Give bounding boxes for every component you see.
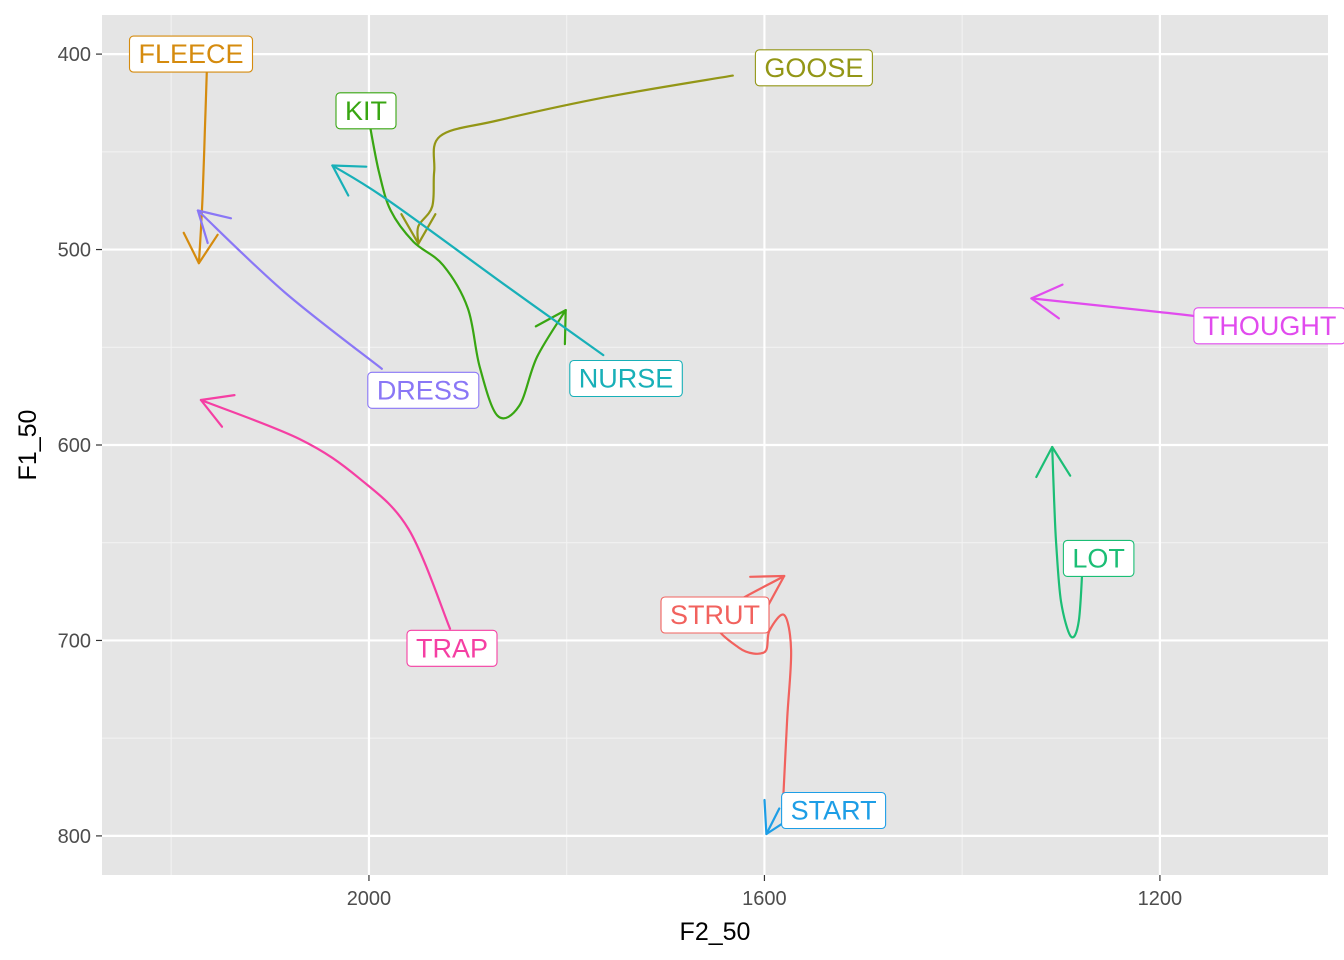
label-strut: STRUT <box>660 596 770 634</box>
label-box <box>335 92 397 130</box>
label-lot: LOT <box>1062 539 1135 577</box>
label-start: START <box>781 791 887 830</box>
label-fleece: FLEECE <box>128 35 254 73</box>
label-thought: THOUGHT <box>1193 307 1344 345</box>
y-tick-label: 400 <box>58 44 91 66</box>
label-goose: GOOSE <box>754 49 873 87</box>
arrow-head <box>1035 445 1072 479</box>
vowel-label-text: GOOSE <box>764 53 863 83</box>
trajectory-line <box>416 74 734 245</box>
series-goose <box>400 74 734 245</box>
vowel-label-text: NURSE <box>579 364 674 394</box>
y-tick-label: 600 <box>58 435 91 457</box>
label-box <box>660 596 770 634</box>
trajectory-line <box>1051 445 1084 639</box>
series-fleece <box>182 70 219 265</box>
trajectory-line <box>199 398 452 630</box>
trajectory-line <box>197 70 208 265</box>
label-trap: TRAP <box>406 629 498 667</box>
vowel-label-text: FLEECE <box>138 39 243 69</box>
arrow-head <box>331 164 368 197</box>
label-box <box>569 359 683 398</box>
arrow-head <box>199 394 236 428</box>
series-nurse <box>331 164 605 357</box>
arrow-head <box>1030 283 1064 320</box>
x-tick-label: 1600 <box>742 888 787 910</box>
y-tick-label: 800 <box>58 826 91 848</box>
label-box <box>1062 539 1135 577</box>
trajectory-line <box>196 209 383 370</box>
arrow-head <box>749 574 786 607</box>
vowel-label-text: START <box>791 796 877 826</box>
x-tick-label: 1200 <box>1138 888 1183 910</box>
label-box <box>781 791 887 830</box>
label-box <box>1193 307 1344 345</box>
arrow-head <box>196 209 233 245</box>
x-axis-title: F2_50 <box>680 918 751 946</box>
grid-major <box>102 15 1328 875</box>
vowel-label-text: STRUT <box>670 600 760 630</box>
y-tick-label: 700 <box>58 630 91 652</box>
vowel-label-text: THOUGHT <box>1203 311 1336 341</box>
label-nurse: NURSE <box>569 359 683 398</box>
axes: 2000 1600 1200 400 500 600 700 800 <box>58 44 1183 910</box>
y-tick-label: 500 <box>58 240 91 262</box>
vowel-label-text: DRESS <box>377 375 470 405</box>
vowel-label-text: TRAP <box>416 633 488 663</box>
label-box <box>754 49 873 87</box>
arrow-head <box>400 213 437 245</box>
series-dress <box>196 209 383 370</box>
vowel-labels: FLEECE GOOSE KIT NURSE DRESS TRAP STRUT START LO… <box>128 35 1344 830</box>
label-box <box>406 629 498 667</box>
label-kit: KIT <box>335 92 397 130</box>
series-trap <box>199 394 452 630</box>
arrow-head <box>534 309 567 346</box>
series-layer <box>182 70 1274 836</box>
label-dress: DRESS <box>367 371 480 409</box>
y-axis-title: F1_50 <box>14 410 42 481</box>
label-box <box>128 35 254 73</box>
series-lot <box>1035 445 1084 639</box>
label-box <box>367 371 480 409</box>
arrow-head <box>182 231 219 265</box>
trajectory-line <box>331 164 605 357</box>
x-tick-label: 2000 <box>347 888 392 910</box>
vowel-label-text: LOT <box>1072 543 1125 573</box>
vowel-label-text: KIT <box>345 96 387 126</box>
